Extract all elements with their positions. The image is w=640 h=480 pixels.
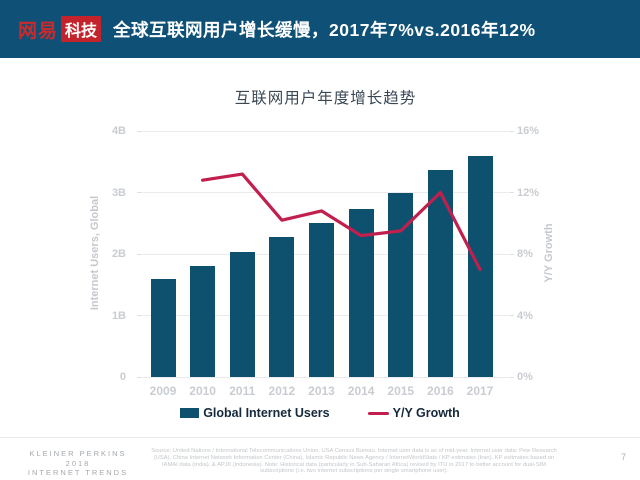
footer-brand: KLEINER PERKINS 2018 INTERNET TRENDS bbox=[8, 449, 148, 478]
logo-suffix-badge: 科技 bbox=[61, 16, 102, 42]
bar-2010 bbox=[190, 265, 216, 377]
x-axis-tick-label: 2010 bbox=[189, 384, 216, 398]
legend-bar-swatch bbox=[180, 408, 200, 418]
x-axis-tick-label: 2017 bbox=[466, 384, 494, 398]
footer: KLEINER PERKINS 2018 INTERNET TRENDS Sourc… bbox=[0, 437, 640, 480]
x-axis-tick-label: 2016 bbox=[427, 384, 454, 398]
x-axis-tick-label: 2011 bbox=[229, 384, 256, 398]
x-axis-tick-label: 2014 bbox=[347, 384, 375, 398]
footer-brand-line: KLEINER PERKINS bbox=[29, 449, 127, 458]
bar-2012 bbox=[269, 237, 295, 377]
left-axis-tick-label: 4B bbox=[111, 125, 126, 137]
x-axis-tick-label: 2015 bbox=[387, 384, 415, 398]
bar-2013 bbox=[309, 223, 334, 377]
legend-item-line: Y/Y Growth bbox=[367, 406, 460, 420]
growth-line bbox=[200, 172, 482, 271]
x-axis-tick-label: 2013 bbox=[308, 384, 335, 398]
x-axis-tick-label: 2009 bbox=[149, 384, 177, 398]
axis-tick bbox=[509, 376, 514, 378]
page-title: 全球互联网用户增长缓慢，2017年7%vs.2016年12% bbox=[113, 19, 536, 40]
left-axis-tick-label: 1B bbox=[111, 309, 126, 322]
footer-brand-line: INTERNET TRENDS bbox=[27, 468, 129, 477]
chart-legend: Global Internet Users Y/Y Growth bbox=[0, 406, 640, 420]
axis-tick bbox=[509, 315, 514, 316]
axis-tick bbox=[137, 192, 142, 193]
legend-item-bars: Global Internet Users bbox=[180, 406, 330, 420]
axis-tick bbox=[509, 253, 514, 255]
logo-brand-text: 网易 bbox=[18, 20, 59, 42]
netease-tech-logo[interactable]: 网易 科技 bbox=[18, 16, 102, 43]
legend-line-swatch bbox=[367, 411, 389, 415]
gridline bbox=[143, 376, 508, 378]
plot-area bbox=[137, 130, 514, 378]
bar-2009 bbox=[150, 278, 176, 377]
right-axis-tick-label: 4% bbox=[517, 309, 533, 322]
legend-label: Global Internet Users bbox=[203, 406, 330, 420]
right-axis-tick-label: 0% bbox=[517, 371, 533, 383]
right-axis-tick-label: 8% bbox=[517, 248, 533, 260]
x-axis-tick-label: 2012 bbox=[268, 384, 296, 398]
axis-tick bbox=[137, 130, 142, 132]
legend-label: Y/Y Growth bbox=[392, 406, 460, 420]
gridline bbox=[143, 192, 508, 193]
page-number: 7 bbox=[620, 452, 626, 462]
axis-tick bbox=[509, 192, 514, 193]
chart-title: 互联网用户年度增长趋势 bbox=[234, 90, 417, 107]
right-axis-title: Y/Y Growth bbox=[543, 223, 555, 283]
left-axis-tick-label: 3B bbox=[111, 186, 126, 199]
bar-2011 bbox=[229, 251, 255, 377]
axis-tick bbox=[137, 315, 142, 316]
growth-line-chart bbox=[200, 172, 482, 271]
left-axis-tick-label: 2B bbox=[111, 248, 126, 260]
axis-tick bbox=[137, 376, 142, 378]
gridline bbox=[143, 130, 508, 132]
bar-2016 bbox=[427, 170, 453, 377]
axis-tick bbox=[509, 130, 514, 132]
axis-tick bbox=[137, 253, 142, 255]
header-bar: 网易 科技 全球互联网用户增长缓慢，2017年7%vs.2016年12% bbox=[0, 0, 640, 58]
left-axis-tick-label: 0 bbox=[119, 371, 126, 383]
right-axis-tick-label: 12% bbox=[517, 186, 540, 199]
right-axis-tick-label: 16% bbox=[517, 125, 540, 137]
footer-brand-line: 2018 bbox=[65, 458, 91, 468]
footer-source-note: Source: United Nations / International T… bbox=[151, 448, 557, 475]
